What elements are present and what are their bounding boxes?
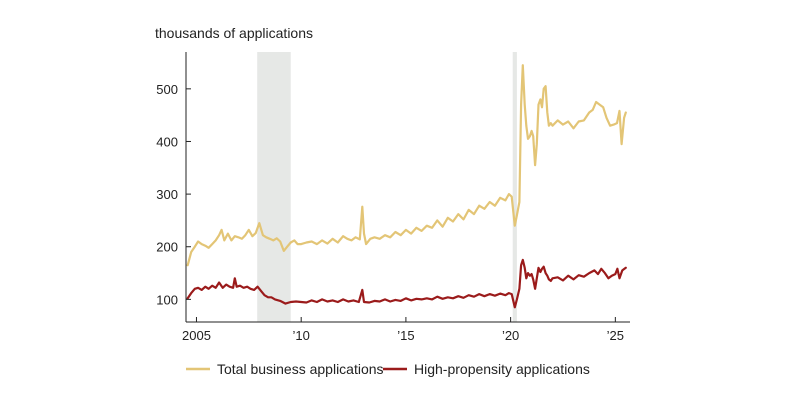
axes: 100 200 300 400 500 2005 ’10 ’15 ’20 ’25 bbox=[156, 52, 630, 343]
recession-bands bbox=[257, 52, 517, 322]
y-tick-label-2: 300 bbox=[156, 187, 178, 202]
series-line-1 bbox=[186, 258, 627, 309]
y-axis-unit-label: thousands of applications bbox=[155, 25, 313, 41]
recession-band-1 bbox=[512, 52, 517, 322]
legend-label-0: Total business applications bbox=[217, 361, 384, 377]
y-tick-label-4: 500 bbox=[156, 82, 178, 97]
x-tick-label-0: 2005 bbox=[182, 328, 211, 343]
x-tick-label-3: ’20 bbox=[502, 328, 519, 343]
y-tick-label-1: 200 bbox=[156, 240, 178, 255]
legend-label-1: High-propensity applications bbox=[414, 361, 590, 377]
recession-band-0 bbox=[257, 52, 291, 322]
x-tick-label-1: ’10 bbox=[293, 328, 310, 343]
y-tick-label-0: 100 bbox=[156, 292, 178, 307]
series-line-0 bbox=[186, 64, 627, 267]
x-tick-label-2: ’15 bbox=[397, 328, 414, 343]
legend: Total business applications High-propensi… bbox=[186, 361, 590, 377]
x-tick-label-4: ’25 bbox=[607, 328, 624, 343]
y-tick-label-3: 400 bbox=[156, 134, 178, 149]
series-lines bbox=[186, 64, 627, 309]
